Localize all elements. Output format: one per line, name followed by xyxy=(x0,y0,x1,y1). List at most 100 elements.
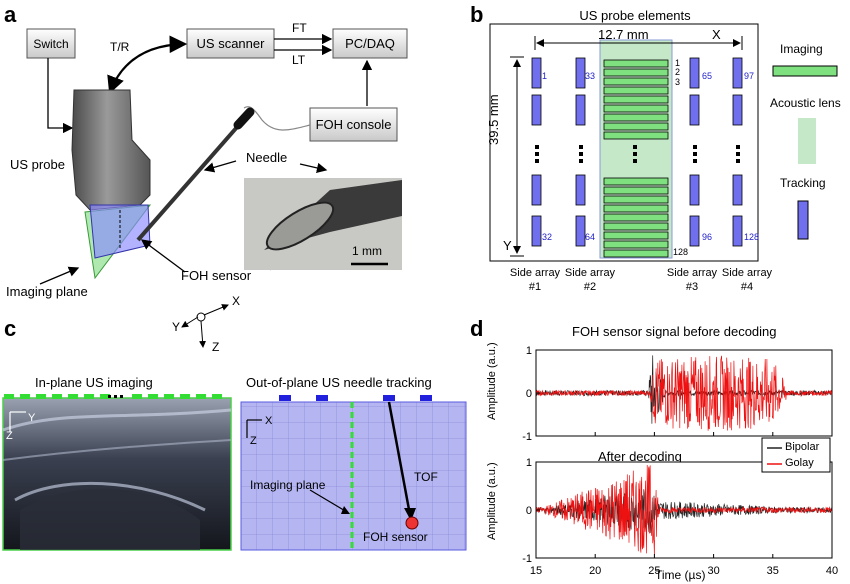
ellipsis-dot xyxy=(633,145,637,149)
el-1: 1 xyxy=(675,58,681,68)
imaging-element xyxy=(603,222,669,231)
tracking-element xyxy=(575,215,586,247)
ellipsis-dot xyxy=(108,395,111,398)
top-ylabel: Amplitude (a.u.) xyxy=(486,342,498,420)
pc-daq-label: PC/DAQ xyxy=(345,36,395,51)
side-num-97: 97 xyxy=(744,71,755,81)
needle-shaft xyxy=(136,116,247,242)
x-tick-label: 15 xyxy=(530,565,542,577)
panel-a-diagram xyxy=(26,28,408,285)
series-golay-line xyxy=(535,464,833,556)
panel-b-letter: b xyxy=(470,2,484,27)
legend-tracking-label: Tracking xyxy=(780,176,826,190)
imaging-element xyxy=(603,86,669,95)
imaging-element xyxy=(603,59,669,68)
tracking-element xyxy=(732,57,743,89)
us-z-label: Z xyxy=(6,430,13,442)
tracking-element xyxy=(732,94,743,126)
y-tick-label: 0 xyxy=(526,505,532,517)
side-num-96: 96 xyxy=(702,232,713,242)
imaging-element xyxy=(603,231,669,240)
probe-elements-diagram xyxy=(489,23,838,262)
ellipsis-dot xyxy=(114,395,117,398)
x-tick-label: 20 xyxy=(589,565,601,577)
ft-label: FT xyxy=(292,21,307,35)
chart-xlabel: Time (µs) xyxy=(655,568,706,582)
grid-x-label: X xyxy=(265,415,273,427)
x-tick-label: 30 xyxy=(707,565,719,577)
tracking-elements xyxy=(531,57,743,247)
legend-imaging-swatch xyxy=(772,65,838,77)
ellipsis-dot xyxy=(579,159,583,163)
imaging-element xyxy=(603,177,669,186)
foh-sensor-label: FOH sensor xyxy=(181,268,252,283)
tracking-element xyxy=(689,174,700,206)
imaging-element xyxy=(603,186,669,195)
element-dash xyxy=(148,394,158,399)
el-2: 2 xyxy=(675,67,681,77)
side-array-1: Side array #1 xyxy=(509,267,561,293)
chart-legend xyxy=(761,437,831,473)
ellipsis-dot xyxy=(579,145,583,149)
ellipsis-dot xyxy=(693,145,697,149)
tracking-element xyxy=(531,215,542,247)
x-tick-label: 40 xyxy=(826,565,838,577)
height-label: 39.5 mm xyxy=(486,94,501,145)
switch-box xyxy=(26,28,76,59)
tracking-element xyxy=(531,94,542,126)
element-dash xyxy=(100,394,110,399)
tracking-element xyxy=(689,57,700,89)
tof-label: TOF xyxy=(414,470,438,484)
axes-triad xyxy=(181,304,229,348)
panel-c-images xyxy=(2,394,467,551)
imaging-element xyxy=(603,113,669,122)
imaging-element xyxy=(603,195,669,204)
side-num-128: 128 xyxy=(744,232,760,242)
panel-a-letter: a xyxy=(4,2,17,27)
probe-elements-title: US probe elements xyxy=(579,8,691,23)
ellipsis-dot xyxy=(120,395,123,398)
series-golay-line xyxy=(535,355,833,431)
ellipsis-dot xyxy=(736,152,740,156)
grid-foh-sensor-label: FOH sensor xyxy=(363,530,428,544)
element-dash xyxy=(196,394,206,399)
legend-golay-label: Golay xyxy=(785,457,814,469)
ellipsis-dot xyxy=(535,159,539,163)
ellipsis-dot xyxy=(693,159,697,163)
imaging-element xyxy=(603,131,669,140)
us-probe-shape xyxy=(71,89,151,211)
element-dash xyxy=(20,394,30,399)
y-tick-label: 0 xyxy=(526,388,532,400)
us-y-label: Y xyxy=(28,412,36,424)
imaging-element xyxy=(603,249,669,258)
chart-top-title: FOH sensor signal before decoding xyxy=(572,324,777,339)
tracking-element xyxy=(689,215,700,247)
lt-label: LT xyxy=(292,53,306,67)
tracking-element xyxy=(732,215,743,247)
in-plane-title: In-plane US imaging xyxy=(35,375,153,390)
grid-z-label: Z xyxy=(250,435,257,447)
imaging-element xyxy=(603,104,669,113)
element-dash xyxy=(164,394,174,399)
tracking-element xyxy=(575,57,586,89)
legend-lens-swatch xyxy=(798,118,816,164)
axis-x-label: X xyxy=(232,294,241,308)
element-dash xyxy=(180,394,190,399)
element-dash xyxy=(84,394,94,399)
ellipsis-dot xyxy=(736,159,740,163)
x-label-b: X xyxy=(712,27,721,42)
side-array-2: Side array #2 xyxy=(564,267,616,293)
el-3: 3 xyxy=(675,77,681,87)
foh-console-label: FOH console xyxy=(315,117,392,132)
imaging-element xyxy=(603,68,669,77)
ellipsis-dot xyxy=(693,152,697,156)
panel-c-letter: c xyxy=(4,316,17,341)
imaging-element xyxy=(603,95,669,104)
side-num-1: 1 xyxy=(542,71,548,81)
ellipsis-dot xyxy=(633,152,637,156)
needle-label: Needle xyxy=(246,150,288,165)
us-scanner-box xyxy=(186,28,275,59)
y-label-b: Y xyxy=(503,238,512,253)
x-tick-label: 25 xyxy=(648,565,660,577)
element-dash xyxy=(52,394,62,399)
